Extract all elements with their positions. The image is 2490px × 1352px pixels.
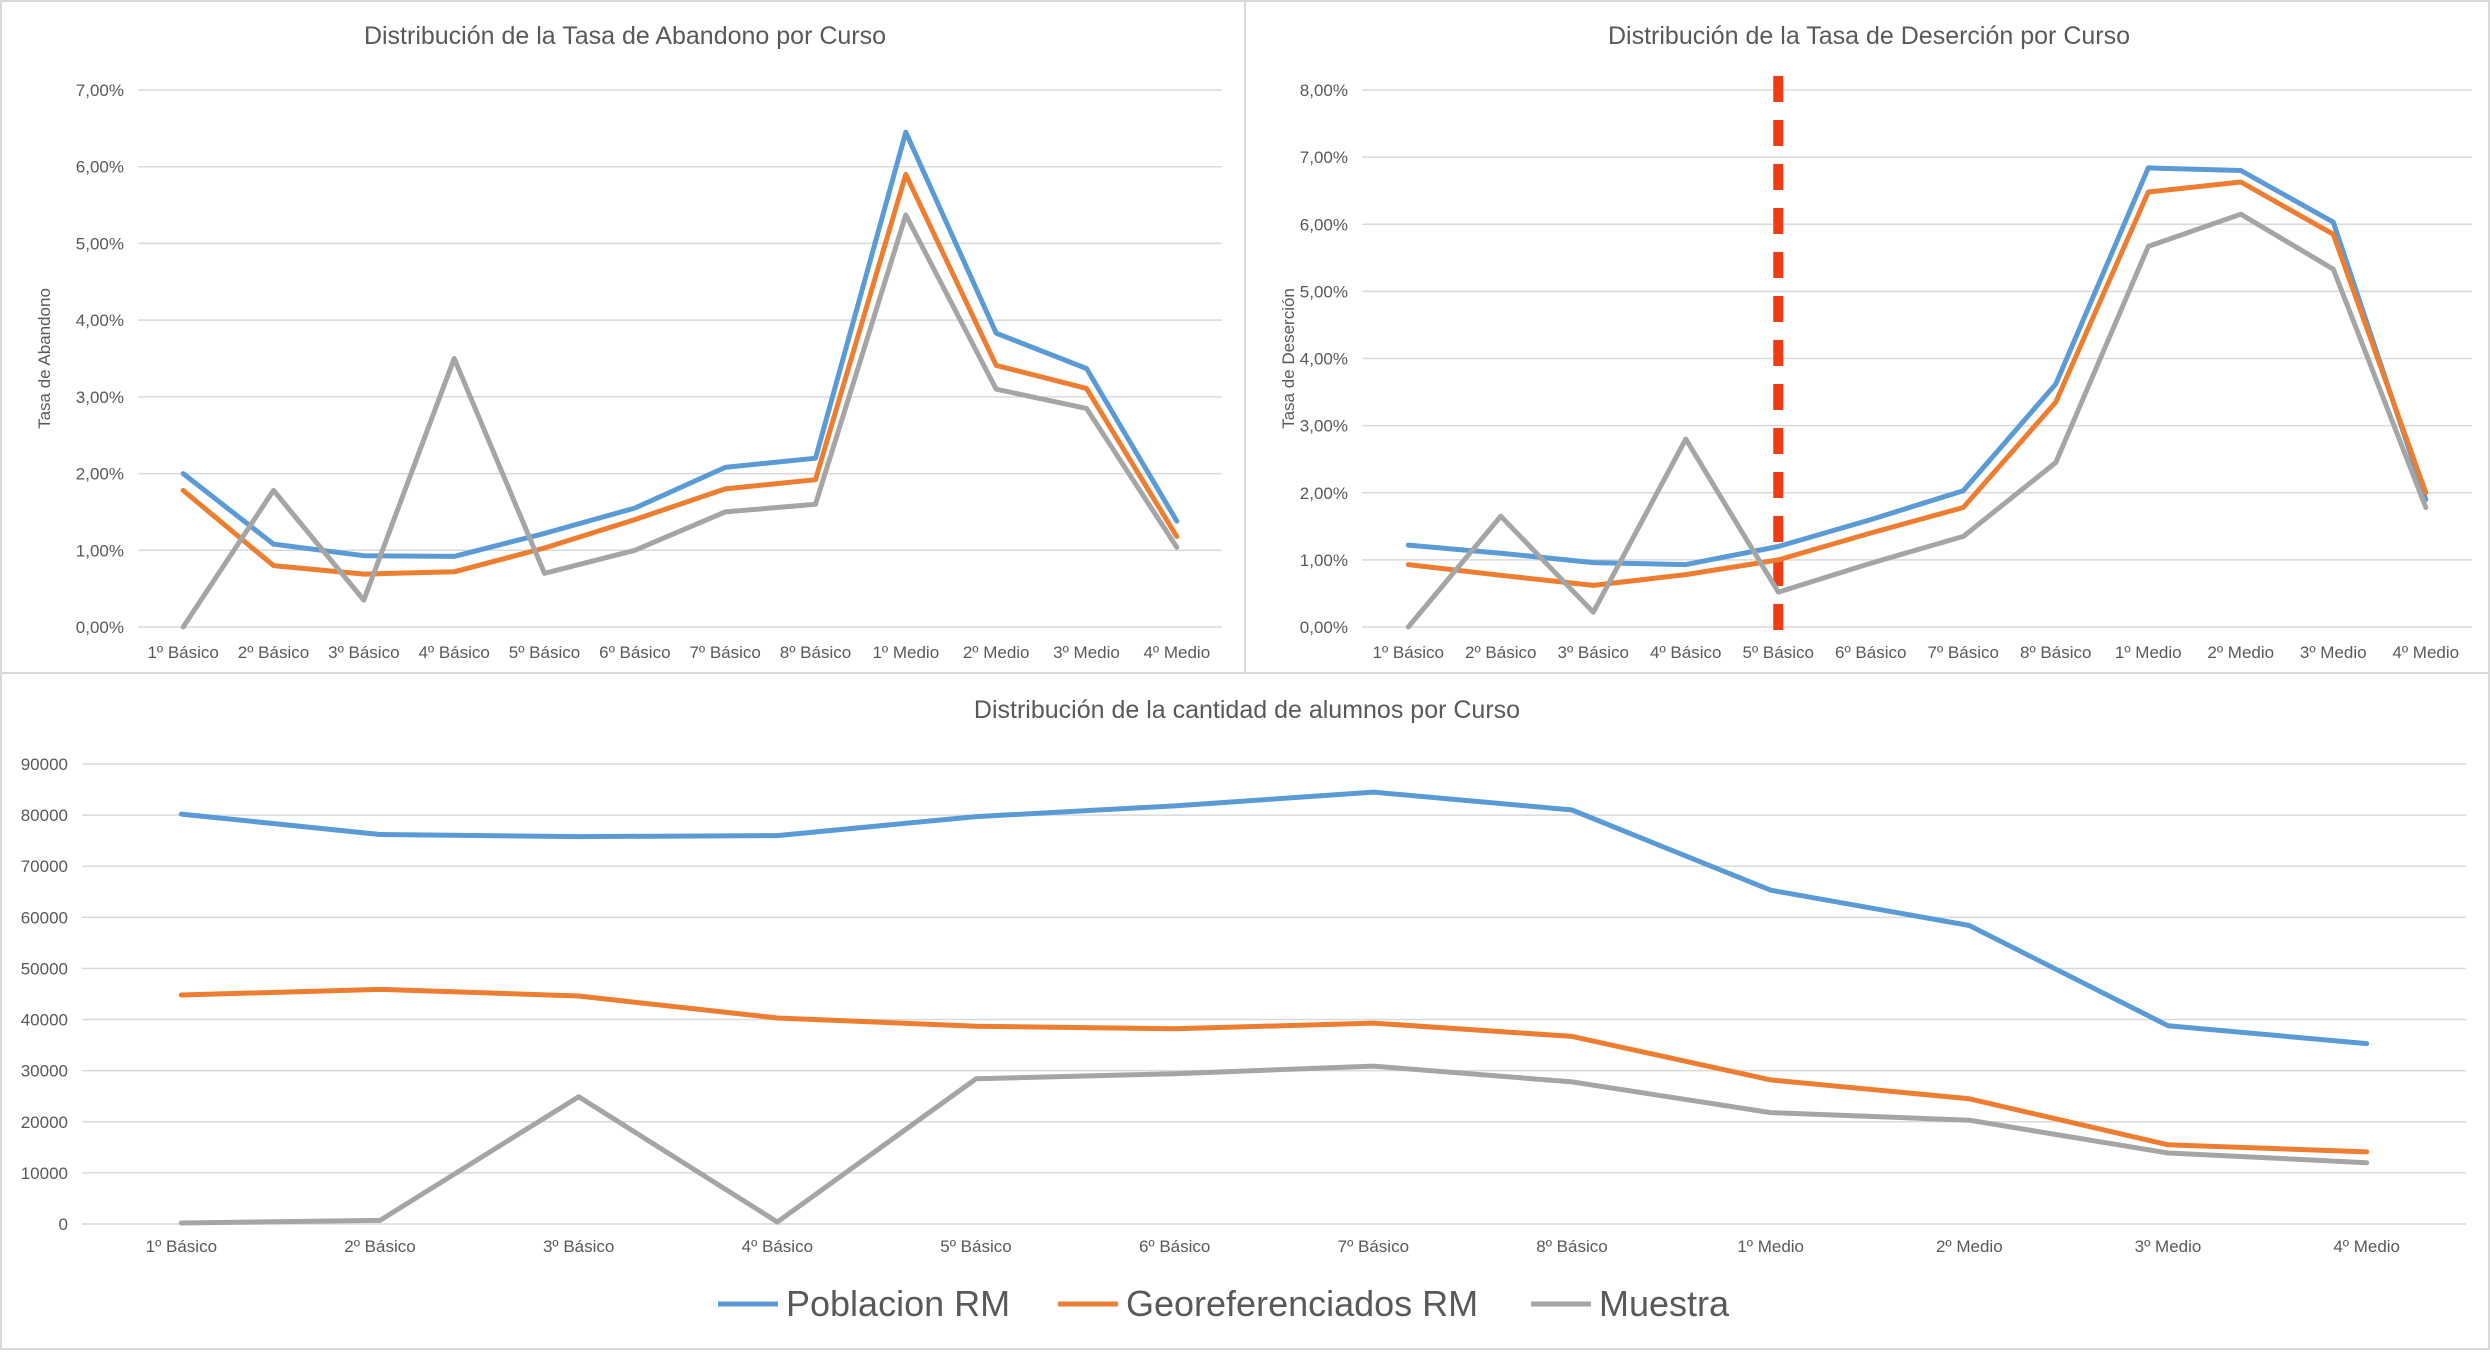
y-axis-label: Tasa de Abandono	[35, 288, 54, 429]
chart-title: Distribución de la cantidad de alumnos p…	[974, 696, 1520, 724]
chart-tasa-abandono: Distribución de la Tasa de Abandono por …	[35, 22, 1222, 662]
y-axis-label: Tasa de Deserción	[1279, 288, 1298, 429]
legend-label-muestra: Muestra	[1599, 1283, 1730, 1324]
x-tick-label-2-medio: 2º Medio	[1936, 1237, 2003, 1256]
y-tick-label: 5,00%	[1300, 282, 1348, 301]
y-tick-label: 4,00%	[1300, 350, 1348, 369]
legend-label-poblacion-rm: Poblacion RM	[786, 1283, 1010, 1324]
series-line-poblacion-rm	[180, 129, 1180, 559]
x-tick-label-2-medio: 2º Medio	[2207, 643, 2274, 662]
series-line-georeferenciados-rm	[1405, 179, 2429, 588]
y-tick-label: 7,00%	[1300, 148, 1348, 167]
x-tick-label-3-basico: 3º Básico	[1558, 643, 1629, 662]
y-tick-label: 6,00%	[76, 158, 124, 177]
series-line-muestra	[180, 212, 1180, 630]
x-tick-label-7-basico: 7º Básico	[1928, 643, 1999, 662]
chart-title: Distribución de la Tasa de Deserción por…	[1608, 22, 2130, 50]
chart-panel-cantidad-alumnos: Distribución de la cantidad de alumnos p…	[0, 672, 2490, 1350]
series-line-georeferenciados-rm	[178, 986, 2370, 1155]
y-tick-label: 90000	[21, 755, 68, 774]
y-tick-label: 80000	[21, 806, 68, 825]
y-tick-label: 60000	[21, 908, 68, 927]
x-tick-label-1-basico: 1º Básico	[1373, 643, 1444, 662]
y-tick-label: 2,00%	[76, 465, 124, 484]
x-tick-label-2-basico: 2º Básico	[238, 643, 309, 662]
chart-panel-tasa-abandono: Distribución de la Tasa de Abandono por …	[0, 0, 1246, 674]
x-tick-label-4-basico: 4º Básico	[1650, 643, 1721, 662]
x-tick-label-6-basico: 6º Básico	[599, 643, 670, 662]
x-tick-label-1-medio: 1º Medio	[872, 643, 939, 662]
x-tick-label-7-basico: 7º Básico	[1338, 1237, 1409, 1256]
x-tick-label-6-basico: 6º Básico	[1835, 643, 1906, 662]
x-tick-label-4-medio: 4º Medio	[1143, 643, 1210, 662]
x-tick-label-8-basico: 8º Básico	[2020, 643, 2091, 662]
x-tick-label-8-basico: 8º Básico	[780, 643, 851, 662]
y-tick-label: 20000	[21, 1113, 68, 1132]
chart-title: Distribución de la Tasa de Abandono por …	[364, 22, 886, 50]
y-tick-label: 10000	[21, 1164, 68, 1183]
y-tick-label: 1,00%	[1300, 551, 1348, 570]
y-tick-label: 0,00%	[76, 618, 124, 637]
y-tick-label: 2,00%	[1300, 484, 1348, 503]
x-tick-label-5-basico: 5º Básico	[509, 643, 580, 662]
y-tick-label: 3,00%	[76, 388, 124, 407]
x-tick-label-3-medio: 3º Medio	[1053, 643, 1120, 662]
x-tick-label-2-medio: 2º Medio	[963, 643, 1030, 662]
y-tick-label: 7,00%	[76, 81, 124, 100]
x-tick-label-5-basico: 5º Básico	[1743, 643, 1814, 662]
x-tick-label-4-basico: 4º Básico	[742, 1237, 813, 1256]
x-tick-label-1-medio: 1º Medio	[1737, 1237, 1804, 1256]
x-tick-label-4-basico: 4º Básico	[418, 643, 489, 662]
y-tick-label: 5,00%	[76, 234, 124, 253]
x-tick-label-2-basico: 2º Básico	[1465, 643, 1536, 662]
x-tick-label-3-basico: 3º Básico	[543, 1237, 614, 1256]
y-tick-label: 3,00%	[1300, 417, 1348, 436]
x-tick-label-4-medio: 4º Medio	[2392, 643, 2459, 662]
legend-label-georeferenciados-rm: Georeferenciados RM	[1126, 1283, 1478, 1324]
chart-tasa-desercion: Distribución de la Tasa de Deserción por…	[1279, 22, 2472, 662]
y-tick-label: 6,00%	[1300, 215, 1348, 234]
y-tick-label: 30000	[21, 1062, 68, 1081]
x-tick-label-3-basico: 3º Básico	[328, 643, 399, 662]
series-line-georeferenciados-rm	[180, 171, 1180, 577]
x-tick-label-8-basico: 8º Básico	[1536, 1237, 1607, 1256]
y-tick-label: 70000	[21, 857, 68, 876]
x-tick-label-5-basico: 5º Básico	[940, 1237, 1011, 1256]
x-tick-label-1-medio: 1º Medio	[2115, 643, 2182, 662]
series-line-poblacion-rm	[1405, 165, 2429, 568]
y-tick-label: 0	[59, 1215, 68, 1234]
series-line-muestra	[178, 1063, 2370, 1226]
chart-cantidad-alumnos: Distribución de la cantidad de alumnos p…	[21, 696, 2466, 1324]
x-tick-label-7-basico: 7º Básico	[689, 643, 760, 662]
x-tick-label-4-medio: 4º Medio	[2333, 1237, 2400, 1256]
x-tick-label-1-basico: 1º Básico	[147, 643, 218, 662]
series-line-poblacion-rm	[178, 789, 2370, 1047]
x-tick-label-3-medio: 3º Medio	[2300, 643, 2367, 662]
x-tick-label-1-basico: 1º Básico	[146, 1237, 217, 1256]
x-tick-label-2-basico: 2º Básico	[344, 1237, 415, 1256]
series-line-muestra	[1405, 211, 2429, 630]
y-tick-label: 4,00%	[76, 311, 124, 330]
x-tick-label-6-basico: 6º Básico	[1139, 1237, 1210, 1256]
x-tick-label-3-medio: 3º Medio	[2135, 1237, 2202, 1256]
y-tick-label: 0,00%	[1300, 618, 1348, 637]
y-tick-label: 40000	[21, 1011, 68, 1030]
y-tick-label: 8,00%	[1300, 81, 1348, 100]
y-tick-label: 50000	[21, 959, 68, 978]
y-tick-label: 1,00%	[76, 541, 124, 560]
chart-panel-tasa-desercion: Distribución de la Tasa de Deserción por…	[1244, 0, 2490, 674]
